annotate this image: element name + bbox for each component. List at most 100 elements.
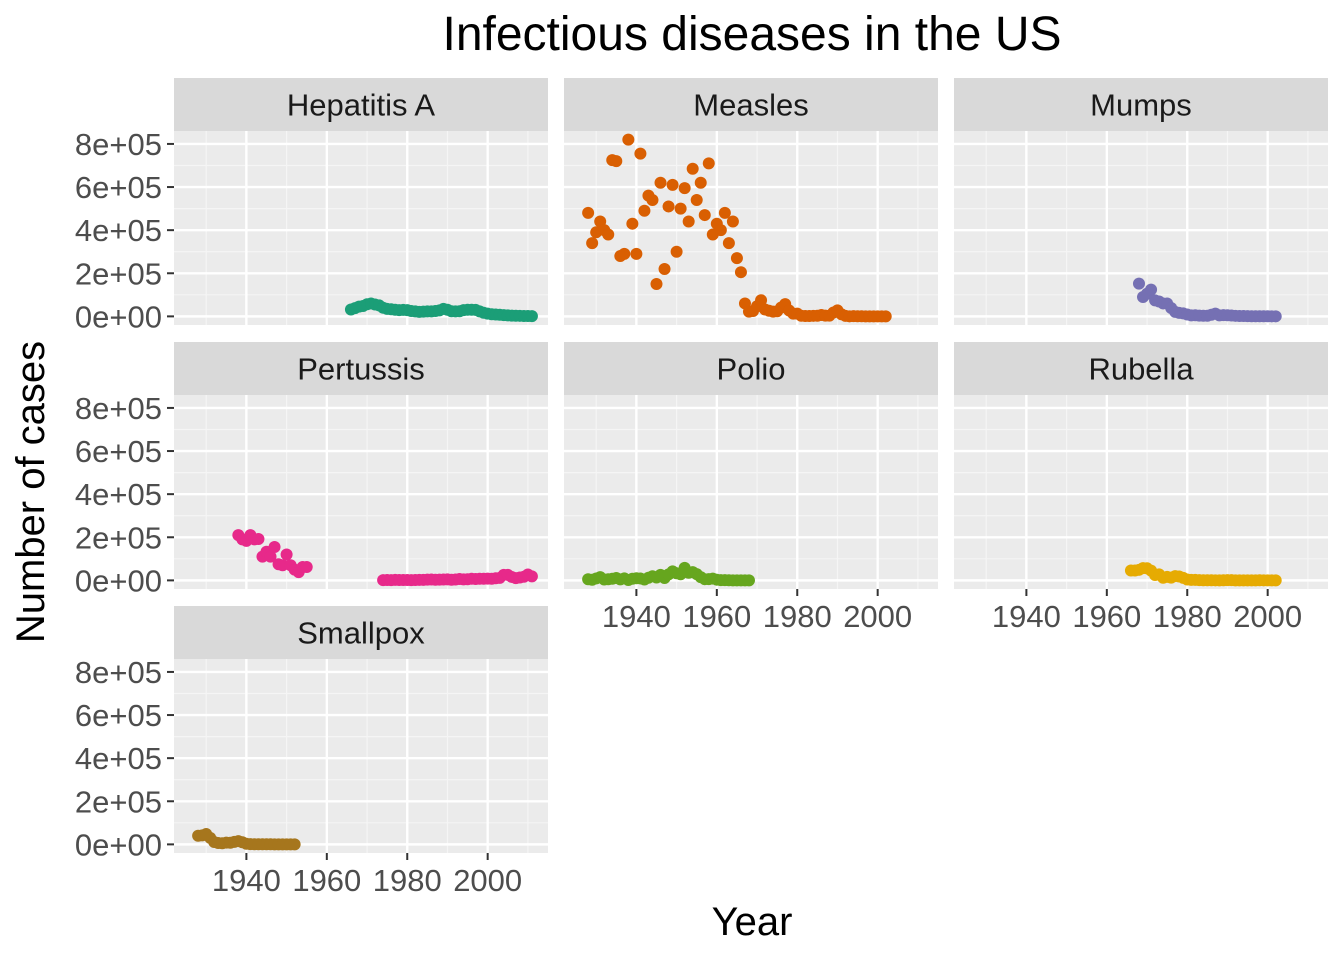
data-point	[678, 182, 691, 195]
panel-background	[174, 131, 548, 325]
y-tick-label: 6e+05	[75, 698, 162, 733]
data-point	[288, 838, 301, 851]
x-tick-label: 1960	[682, 599, 751, 634]
data-point	[618, 247, 631, 260]
y-tick-label: 0e+00	[75, 827, 162, 862]
x-tick-label: 1940	[212, 863, 281, 898]
data-point	[1132, 277, 1145, 290]
facet-strip-label: Rubella	[1088, 352, 1194, 387]
data-point	[654, 176, 667, 189]
data-point	[879, 310, 892, 323]
data-point	[586, 237, 599, 250]
panel-hepatitis-a: Hepatitis A 0e+00 2e+05 4e+05 6e+05 8e+05	[75, 78, 548, 334]
data-point	[1145, 283, 1158, 296]
facet-strip-label: Pertussis	[297, 352, 424, 387]
x-tick-label: 2000	[843, 599, 912, 634]
facet-strip-label: Hepatitis A	[287, 88, 436, 123]
data-point	[694, 176, 707, 189]
facet-strip	[954, 342, 1328, 395]
y-tick-label: 8e+05	[75, 391, 162, 426]
data-point	[252, 532, 265, 545]
facet-strip	[954, 78, 1328, 131]
panel-background	[564, 131, 938, 325]
data-point	[742, 574, 755, 587]
y-tick-label: 6e+05	[75, 170, 162, 205]
y-tick-label: 8e+05	[75, 127, 162, 162]
data-point	[698, 209, 711, 222]
facet-strip-label: Mumps	[1090, 88, 1192, 123]
y-tick-label: 0e+00	[75, 563, 162, 598]
y-tick-label: 2e+05	[75, 784, 162, 819]
data-point	[1269, 310, 1282, 323]
data-point	[280, 548, 293, 561]
x-tick-label: 1940	[602, 599, 671, 634]
data-point	[674, 202, 687, 215]
data-point	[264, 550, 277, 563]
data-point	[718, 206, 731, 219]
data-point	[646, 193, 659, 206]
facet-panels: Hepatitis A 0e+00 2e+05 4e+05 6e+05 8e+05 Meas…	[75, 78, 1328, 898]
y-tick-label: 4e+05	[75, 213, 162, 248]
data-point	[610, 155, 623, 168]
panel-background	[174, 659, 548, 853]
x-tick-label: 1980	[763, 599, 832, 634]
x-tick-label: 1980	[1153, 599, 1222, 634]
panel-background	[954, 395, 1328, 589]
data-point	[525, 570, 538, 583]
data-point	[722, 237, 735, 250]
facet-strip-label: Polio	[717, 352, 786, 387]
y-tick-label: 0e+00	[75, 299, 162, 334]
panel-pertussis: Pertussis 0e+00 2e+05 4e+05 6e+05 8e+05	[75, 342, 548, 598]
data-point	[682, 215, 695, 228]
data-point	[622, 133, 635, 146]
data-point	[658, 262, 671, 275]
facet-strip-label: Smallpox	[297, 616, 425, 651]
data-point	[662, 200, 675, 213]
data-point	[714, 224, 727, 237]
facet-strip	[174, 606, 548, 659]
data-point	[734, 266, 747, 279]
x-tick-label: 1940	[992, 599, 1061, 634]
data-point	[650, 278, 663, 291]
data-point	[666, 178, 679, 191]
data-point	[602, 228, 615, 241]
y-tick-label: 2e+05	[75, 520, 162, 555]
data-point	[626, 217, 639, 230]
data-point	[300, 561, 313, 574]
panel-rubella: Rubella 1940 1960 1980 2000	[954, 342, 1328, 634]
x-tick-label: 2000	[453, 863, 522, 898]
panel-measles: Measles	[564, 78, 938, 325]
y-tick-label: 8e+05	[75, 655, 162, 690]
panel-background	[564, 395, 938, 589]
panel-polio: Polio 1940 1960 1980 2000	[564, 342, 938, 634]
y-tick-label: 4e+05	[75, 477, 162, 512]
data-point	[730, 252, 743, 265]
facet-strip	[174, 342, 548, 395]
x-tick-label: 1980	[373, 863, 442, 898]
chart-title: Infectious diseases in the US	[442, 8, 1061, 61]
data-point	[630, 247, 643, 260]
facet-strip	[564, 78, 938, 131]
data-point	[525, 310, 538, 323]
panel-background	[174, 395, 548, 589]
data-point	[755, 294, 768, 307]
facet-strip-label: Measles	[693, 88, 808, 123]
y-tick-label: 6e+05	[75, 434, 162, 469]
data-point	[686, 162, 699, 175]
data-point	[726, 215, 739, 228]
x-axis-title: Year	[712, 900, 793, 944]
data-point	[1269, 574, 1282, 587]
facet-strip	[564, 342, 938, 395]
x-tick-label: 2000	[1233, 599, 1302, 634]
y-tick-label: 4e+05	[75, 741, 162, 776]
data-point	[582, 206, 595, 219]
panel-mumps: Mumps	[954, 78, 1328, 325]
panel-smallpox: Smallpox 0e+00 2e+05 4e+05 6e+05 8e+05 1940 196…	[75, 606, 548, 898]
data-point	[634, 147, 647, 160]
y-axis-title: Number of cases	[9, 341, 53, 643]
y-tick-label: 2e+05	[75, 256, 162, 291]
data-point	[690, 193, 703, 206]
data-point	[638, 204, 651, 217]
x-tick-label: 1960	[292, 863, 361, 898]
